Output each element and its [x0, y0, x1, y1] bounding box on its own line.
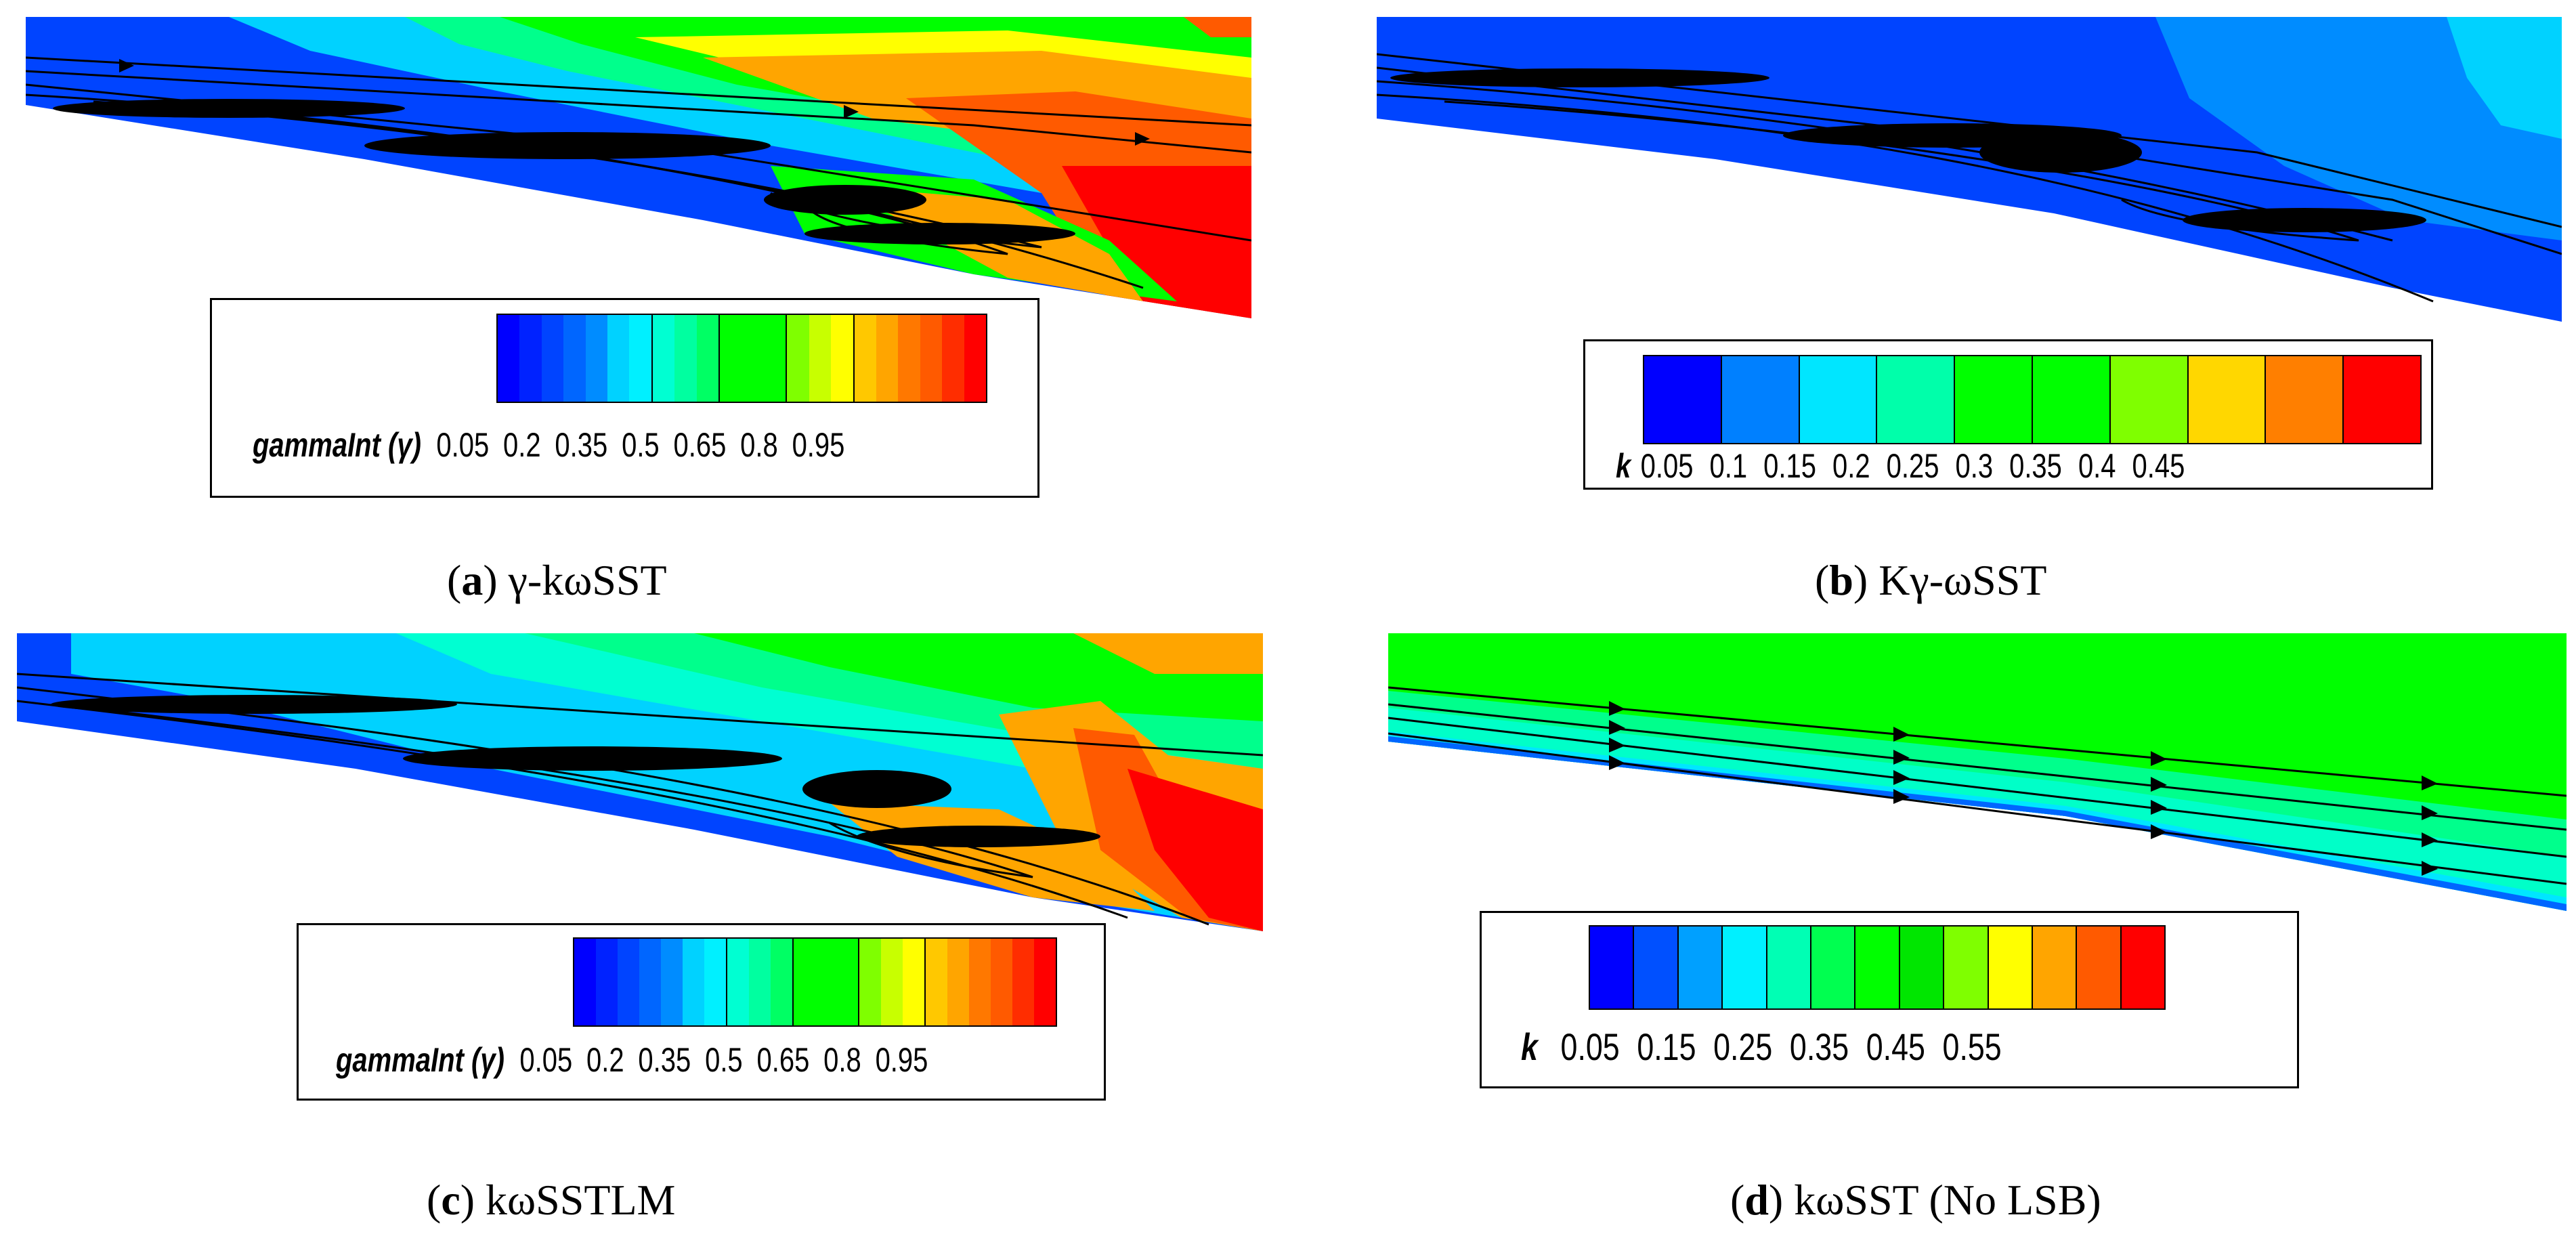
caption-model-a: γ-kωSST	[508, 556, 667, 604]
legend-labels-c: gammaInt (γ) 0.05 0.2 0.35 0.5 0.65 0.8 …	[336, 1040, 942, 1080]
legend-tick: 0.8	[823, 1041, 861, 1079]
legend-tick: 0.15	[1763, 447, 1816, 485]
legend-tick: 0.2	[586, 1041, 624, 1079]
legend-tick: 0.25	[1713, 1025, 1773, 1068]
legend-tick: 0.45	[2132, 447, 2185, 485]
caption-letter-b: b	[1829, 556, 1853, 604]
panel-d: k 0.05 0.15 0.25 0.35 0.45 0.55	[1388, 633, 2567, 1088]
legend-tick: 0.95	[792, 426, 845, 464]
caption-a: (a) γ-kωSST	[447, 556, 667, 604]
legend-tick: 0.05	[1560, 1025, 1620, 1068]
legend-tick: 0.1	[1709, 447, 1748, 485]
caption-letter-a: a	[461, 556, 484, 604]
legend-tick: 0.05	[519, 1041, 573, 1079]
legend-c: gammaInt (γ) 0.05 0.2 0.35 0.5 0.65 0.8 …	[297, 923, 1106, 1101]
legend-a: gammaInt (γ) 0.05 0.2 0.35 0.5 0.65 0.8 …	[210, 298, 1039, 498]
legend-tick: 0.5	[622, 426, 660, 464]
legend-tick: 0.35	[1789, 1025, 1849, 1068]
color-bar-c	[573, 937, 1057, 1027]
legend-b: k 0.05 0.1 0.15 0.2 0.25 0.3 0.35 0.4 0.…	[1583, 339, 2433, 490]
contour-field-a	[26, 17, 1251, 318]
legend-tick: 0.15	[1637, 1025, 1696, 1068]
legend-tick: 0.2	[503, 426, 541, 464]
caption-model-b: Kγ-ωSST	[1879, 556, 2047, 604]
panel-c: gammaInt (γ) 0.05 0.2 0.35 0.5 0.65 0.8 …	[17, 633, 1263, 1101]
legend-tick: 0.05	[1640, 447, 1694, 485]
streamline-arrows-d	[1609, 701, 2438, 876]
legend-title-c: gammaInt (γ)	[336, 1041, 505, 1079]
legend-labels-b: k 0.05 0.1 0.15 0.2 0.25 0.3 0.35 0.4 0.…	[1616, 446, 2199, 486]
legend-labels-d: k 0.05 0.15 0.25 0.35 0.45 0.55	[1521, 1025, 2016, 1069]
caption-b: (b) Kγ-ωSST	[1815, 556, 2047, 604]
legend-tick: 0.3	[1955, 447, 1994, 485]
legend-tick: 0.55	[1942, 1025, 2002, 1068]
legend-tick: 0.05	[436, 426, 490, 464]
caption-model-d: kωSST (No LSB)	[1794, 1176, 2101, 1224]
legend-tick: 0.25	[1886, 447, 1939, 485]
contour-field-d	[1388, 633, 2567, 911]
legend-d: k 0.05 0.15 0.25 0.35 0.45 0.55	[1480, 911, 2299, 1088]
separation-bubble-b	[1390, 68, 2426, 232]
contour-field-b	[1377, 17, 2562, 322]
legend-tick: 0.65	[673, 426, 727, 464]
legend-labels-a: gammaInt (γ) 0.05 0.2 0.35 0.5 0.65 0.8 …	[253, 425, 859, 465]
legend-tick: 0.4	[2078, 447, 2116, 485]
streamline-arrows-a	[119, 59, 1150, 146]
legend-tick: 0.8	[740, 426, 778, 464]
caption-letter-c: c	[441, 1176, 460, 1224]
legend-tick: 0.35	[638, 1041, 691, 1079]
panel-b: k 0.05 0.1 0.15 0.2 0.25 0.3 0.35 0.4 0.…	[1377, 17, 2562, 490]
color-bar-a	[496, 314, 987, 403]
legend-tick: 0.5	[705, 1041, 743, 1079]
legend-tick: 0.35	[2009, 447, 2062, 485]
color-bar-b	[1643, 355, 2422, 444]
caption-d: (d) kωSST (No LSB)	[1730, 1176, 2101, 1224]
legend-tick: 0.65	[756, 1041, 810, 1079]
color-bar-d	[1589, 925, 2166, 1010]
legend-tick: 0.95	[875, 1041, 928, 1079]
separation-bubble-c	[51, 695, 1100, 847]
panel-a: gammaInt (γ) 0.05 0.2 0.35 0.5 0.65 0.8 …	[26, 17, 1251, 498]
separation-bubble-a	[53, 99, 1075, 244]
legend-tick: 0.45	[1866, 1025, 1925, 1068]
caption-model-c: kωSSTLM	[486, 1176, 676, 1224]
legend-title-d: k	[1521, 1025, 1538, 1068]
legend-title-b: k	[1616, 447, 1631, 485]
legend-tick: 0.2	[1832, 447, 1870, 485]
caption-c: (c) kωSSTLM	[427, 1176, 676, 1224]
streamlines-d	[1388, 686, 2567, 885]
contour-field-c	[17, 633, 1263, 931]
legend-tick: 0.35	[555, 426, 608, 464]
legend-title-a: gammaInt (γ)	[253, 426, 421, 464]
caption-letter-d: d	[1744, 1176, 1769, 1224]
